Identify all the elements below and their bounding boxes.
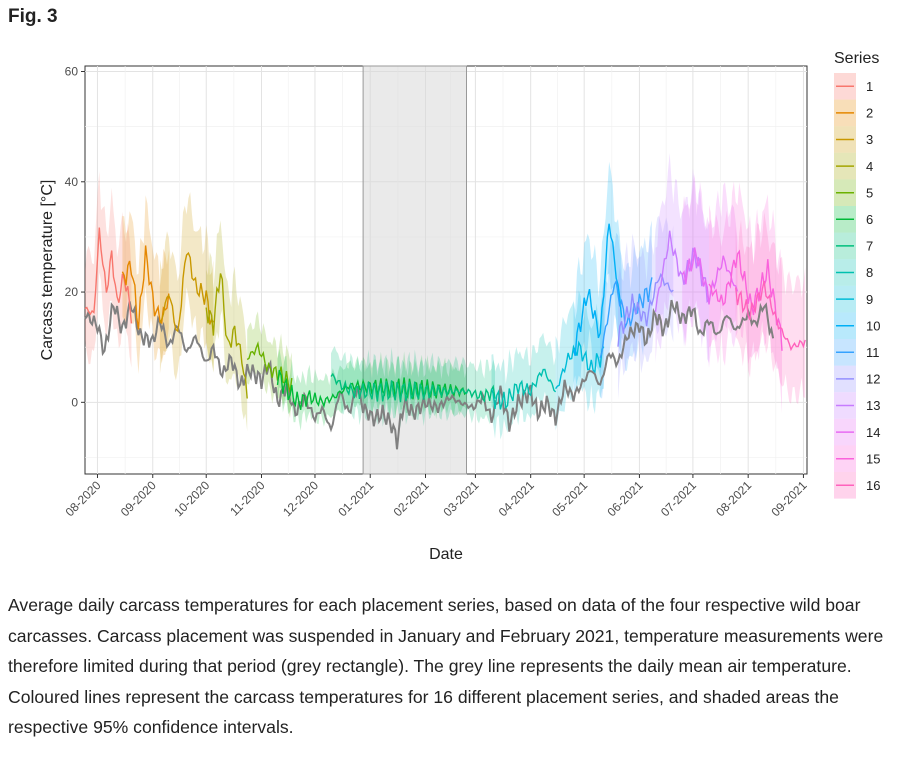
ci-band-series-9 [555,290,604,431]
series-line-7 [330,372,496,403]
legend-item-8: 8 [834,259,873,286]
series-line-14 [681,247,739,305]
x-tick-label: 11-2020 [227,478,268,519]
legend-label: 13 [866,398,880,413]
x-tick-label: 09-2021 [769,478,810,519]
x-axis-ticks: 08-2020 09-2020 10-2020 11-2020 12-2020 01-20… [63,474,810,519]
ci-band-series-14 [682,174,738,368]
legend-item-10: 10 [834,312,880,339]
legend-label: 14 [866,425,880,440]
series-line-3 [159,251,214,333]
figure-label: Fig. 3 [8,6,58,27]
legend-label: 11 [866,345,880,360]
legend-item-1: 1 [834,73,873,100]
x-tick-label: 06-2021 [605,478,646,519]
y-tick-label: 60 [65,65,79,79]
ci-band-series-12 [618,215,674,400]
series-line-2 [121,245,170,330]
x-tick-label: 03-2021 [440,478,481,519]
legend-item-2: 2 [834,99,873,127]
suspended-period-rect [362,65,468,475]
series-line-16 [735,280,806,352]
legend-item-4: 4 [834,152,873,180]
x-axis-title: Date [429,546,463,563]
series-line-11 [599,277,653,359]
x-tick-label: 10-2020 [171,478,212,519]
figure-caption: Average daily carcass temperatures for e… [8,595,884,737]
legend-label: 9 [866,292,873,307]
series-line-8 [490,368,557,410]
legend-label: 10 [866,318,880,333]
legend-label: 8 [866,265,873,280]
y-tick-label: 40 [65,175,79,189]
x-tick-label: 08-2021 [713,478,754,519]
legend-label: 5 [866,185,873,200]
legend-item-14: 14 [834,418,880,446]
series-line-1 [84,227,133,324]
x-tick-label: 01-2021 [335,478,376,519]
legend-label: 12 [866,372,880,387]
legend-item-15: 15 [834,445,880,472]
legend-item-16: 16 [834,472,880,499]
legend-item-13: 13 [834,392,880,419]
legend-item-9: 9 [834,285,873,313]
ci-band-series-16 [735,212,806,405]
legend-item-12: 12 [834,365,880,393]
ci-band-series-7 [331,346,495,428]
legend-item-11: 11 [834,339,880,366]
legend-label: 2 [866,106,873,121]
x-tick-label: 05-2021 [549,478,590,519]
legend-label: 7 [866,239,873,254]
ci-band-series-15 [709,181,782,414]
ci-band-series-1 [85,171,132,368]
y-tick-label: 0 [71,395,78,409]
legend-item-5: 5 [834,179,873,206]
legend-label: 3 [866,132,873,147]
legend-label: 16 [866,478,880,493]
x-tick-label: 04-2021 [496,478,537,519]
ci-band-series-10 [573,161,622,393]
series-line-4 [205,273,248,399]
x-tick-label: 09-2020 [118,478,159,519]
y-axis-title: Carcass temperature [°C] [39,180,56,361]
series-line-12 [617,272,674,347]
series-lines [84,223,806,410]
y-axis-ticks: 0 20 40 60 [65,65,85,409]
legend-label: 1 [866,79,873,94]
y-tick-label: 20 [65,285,79,299]
legend-item-6: 6 [834,206,873,233]
x-tick-label: 08-2020 [63,478,104,519]
legend-title: Series [834,50,879,67]
legend-item-7: 7 [834,232,873,260]
temperature-chart: 0 20 40 60 08-2020 09-2020 10-2020 11-2020 12-2… [39,50,880,563]
legend-item-3: 3 [834,126,873,153]
x-tick-label: 02-2021 [391,478,432,519]
x-tick-label: 07-2021 [658,478,699,519]
series-line-15 [708,249,783,351]
legend-label: 6 [866,212,873,227]
legend-label: 15 [866,451,880,466]
legend-label: 4 [866,159,873,174]
x-tick-label: 12-2020 [280,478,321,519]
series-line-9 [555,340,605,390]
series-line-10 [572,223,623,356]
